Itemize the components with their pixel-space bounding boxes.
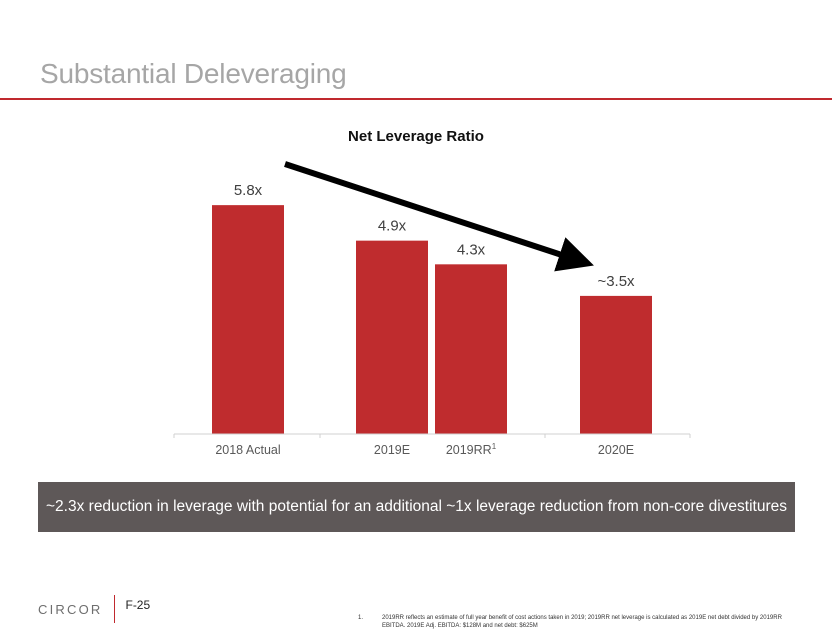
- page-number: F-25: [125, 598, 151, 612]
- data-label: 5.8x: [234, 182, 263, 199]
- bar-2019rr: [435, 264, 507, 434]
- category-label-text: 2020E: [598, 443, 634, 457]
- chart-title: Net Leverage Ratio: [348, 128, 484, 145]
- category-label: 2020E: [598, 443, 634, 457]
- callout-banner: ~2.3x reduction in leverage with potenti…: [38, 482, 795, 532]
- category-label-text: 2019E: [374, 443, 410, 457]
- category-label: 2019RR1: [446, 442, 497, 457]
- data-label: ~3.5x: [597, 273, 635, 290]
- title-divider: [0, 98, 832, 100]
- bar-2020e: [580, 295, 652, 434]
- callout-text: ~2.3x reduction in leverage with potenti…: [46, 498, 787, 515]
- footnote-number: 1.: [358, 615, 364, 621]
- data-label: 4.3x: [457, 241, 486, 258]
- logo-divider: [114, 595, 116, 623]
- category-label-text: 2019RR: [446, 443, 492, 457]
- category-label: 2019E: [374, 443, 410, 457]
- bar-2019e: [356, 240, 428, 434]
- company-logo: CIRCOR F-25: [38, 594, 150, 624]
- net-leverage-chart: Net Leverage Ratio 5.8x 4.9x 4.3x ~3.5x 201…: [173, 128, 691, 457]
- category-footnote-marker: 1: [492, 442, 497, 451]
- bar-2018-actual: [212, 205, 284, 434]
- logo-wordmark: CIRCOR: [38, 601, 103, 617]
- category-label: 2018 Actual: [215, 443, 280, 457]
- category-label-text: 2018 Actual: [215, 443, 280, 457]
- downward-trend-arrow: [284, 161, 594, 272]
- page-title: Substantial Deleveraging: [40, 58, 347, 89]
- data-label: 4.9x: [378, 218, 407, 235]
- footnote-text: 2019RR reflects an estimate of full year…: [382, 615, 782, 629]
